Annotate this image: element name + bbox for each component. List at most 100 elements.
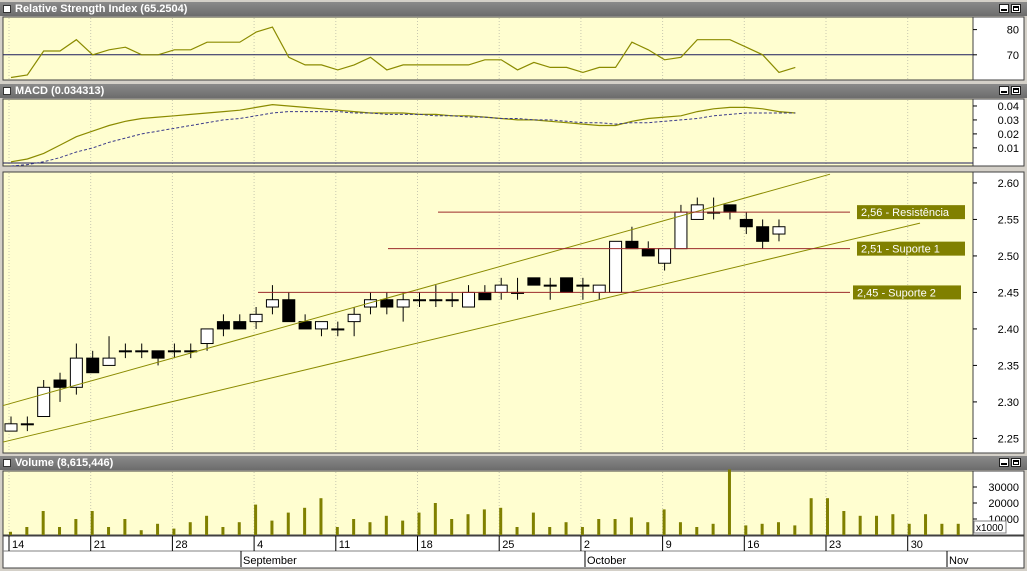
minimize-icon[interactable] <box>999 86 1009 95</box>
volume-bar <box>205 515 209 535</box>
volume-bar <box>188 522 192 535</box>
x-axis-area <box>2 535 1025 569</box>
volume-bar <box>564 522 568 535</box>
volume-bar <box>352 519 356 535</box>
panel-menu-icon[interactable] <box>3 459 11 467</box>
volume-title: Volume (8,615,446) <box>15 457 114 469</box>
candle-body <box>233 321 247 330</box>
candle-body <box>772 226 786 235</box>
volume-bar <box>678 522 682 535</box>
rsi-axis-area <box>972 16 1025 81</box>
x-tick-label: 11 <box>339 539 350 551</box>
y-tick-label: 2.35 <box>998 360 1019 372</box>
minimize-icon[interactable] <box>999 4 1009 13</box>
volume-bar <box>580 527 584 535</box>
candle-body <box>102 357 116 366</box>
volume-bar <box>907 523 911 535</box>
candle-body <box>200 328 214 345</box>
x-tick-label: 21 <box>94 539 106 551</box>
level-label: 2,51 - Suporte 1 <box>861 244 940 256</box>
candle-body <box>167 350 181 353</box>
x-tick-label: 23 <box>829 539 841 551</box>
month-label: Nov <box>949 555 969 567</box>
candle-body <box>592 284 606 293</box>
y-tick-label: 2.60 <box>998 178 1019 190</box>
candle-body <box>625 240 639 250</box>
candle-body <box>658 248 672 264</box>
volume-bar <box>270 520 274 535</box>
volume-bar <box>548 527 552 535</box>
y-tick-label: 0.04 <box>998 101 1019 113</box>
volume-bar <box>9 531 12 535</box>
volume-bar <box>401 520 405 535</box>
volume-bar <box>221 527 225 535</box>
rsi-line <box>10 26 796 79</box>
candle-body <box>298 321 312 330</box>
candle-body <box>53 379 67 388</box>
y-tick-label: 2.45 <box>998 287 1019 299</box>
candle-body <box>37 386 51 418</box>
volume-bar <box>711 523 715 535</box>
volume-bar <box>482 509 486 535</box>
y-tick-label: 2.55 <box>998 214 1019 226</box>
y-tick-label: 80 <box>1007 25 1019 37</box>
volume-bar <box>826 498 829 535</box>
x-tick-label: 16 <box>747 539 759 551</box>
y-tick-label: 2.50 <box>998 251 1019 263</box>
candle-body <box>216 321 230 330</box>
volume-bar <box>695 527 699 535</box>
volume-bar <box>531 512 535 535</box>
month-label: October <box>587 555 626 567</box>
rsi-title: Relative Strength Index (65.2504) <box>15 3 188 15</box>
candle-body <box>135 350 149 353</box>
volume-bar <box>956 523 960 535</box>
candle-body <box>69 357 83 388</box>
candle-body <box>674 211 688 250</box>
candle-body <box>413 299 426 302</box>
volume-bar <box>744 525 748 535</box>
volume-bar <box>433 503 437 535</box>
x-tick-label: 4 <box>257 539 263 551</box>
maximize-icon[interactable] <box>1011 458 1021 467</box>
rsi-title-bar[interactable]: Relative Strength Index (65.2504) <box>0 2 1027 16</box>
macd-signal-line <box>10 111 796 167</box>
volume-bar <box>613 519 617 535</box>
maximize-icon[interactable] <box>1011 4 1021 13</box>
panel-menu-icon[interactable] <box>3 5 11 13</box>
volume-bar <box>139 530 143 535</box>
price-candles <box>4 197 786 432</box>
macd-axis-area <box>972 98 1025 167</box>
macd-title-bar[interactable]: MACD (0.034313) <box>0 84 1027 98</box>
volume-bar <box>286 512 290 535</box>
minimize-icon[interactable] <box>999 458 1009 467</box>
candle-body <box>723 204 737 213</box>
volume-bar <box>123 519 127 535</box>
volume-bar <box>172 528 176 535</box>
x-tick-label: 14 <box>12 539 24 551</box>
candle-body <box>543 284 557 287</box>
volume-bar <box>809 498 813 535</box>
maximize-icon[interactable] <box>1011 86 1021 95</box>
candle-body <box>494 284 508 293</box>
volume-bar <box>940 523 944 535</box>
panel-menu-icon[interactable] <box>3 87 11 95</box>
candle-body <box>347 313 361 323</box>
y-tick-label: 0.01 <box>998 143 1019 155</box>
volume-bar <box>776 522 780 535</box>
volume-bar <box>74 519 78 535</box>
candle-body <box>478 291 492 301</box>
volume-bar <box>335 527 339 535</box>
y-tick-label: 2.30 <box>998 397 1019 409</box>
y-tick-label: 30000 <box>988 482 1019 494</box>
volume-bar <box>384 515 388 535</box>
volume-bar <box>90 511 94 535</box>
candle-body <box>756 226 770 242</box>
volume-unit-box <box>973 520 1007 534</box>
volume-bar <box>760 523 764 535</box>
volume-title-bar[interactable]: Volume (8,615,446) <box>0 456 1027 470</box>
candle-body <box>282 299 296 323</box>
candle-body <box>314 321 328 330</box>
price-plot-area <box>2 171 974 454</box>
volume-bar <box>303 507 307 535</box>
